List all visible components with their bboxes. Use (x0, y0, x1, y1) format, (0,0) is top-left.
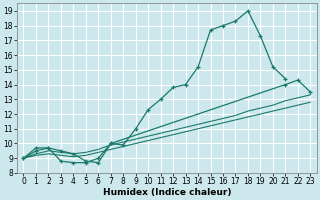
X-axis label: Humidex (Indice chaleur): Humidex (Indice chaleur) (103, 188, 231, 197)
